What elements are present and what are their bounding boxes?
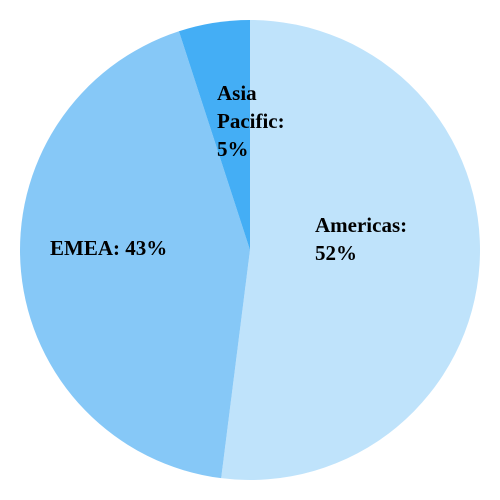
pie-slice: [221, 20, 481, 480]
label-line: 5%: [217, 137, 249, 161]
label-line: Americas:: [315, 213, 407, 237]
pie-slice: [20, 31, 251, 479]
data-label: EMEA: 43%: [50, 236, 167, 260]
data-label: Asia Pacific: 5%: [217, 81, 285, 161]
label-line: EMEA: 43%: [50, 236, 167, 260]
data-label: Americas: 52%: [315, 213, 407, 265]
label-line: Asia: [217, 81, 257, 105]
label-line: 52%: [315, 241, 357, 265]
label-line: Pacific:: [217, 109, 285, 133]
pie-slice: [178, 20, 250, 250]
